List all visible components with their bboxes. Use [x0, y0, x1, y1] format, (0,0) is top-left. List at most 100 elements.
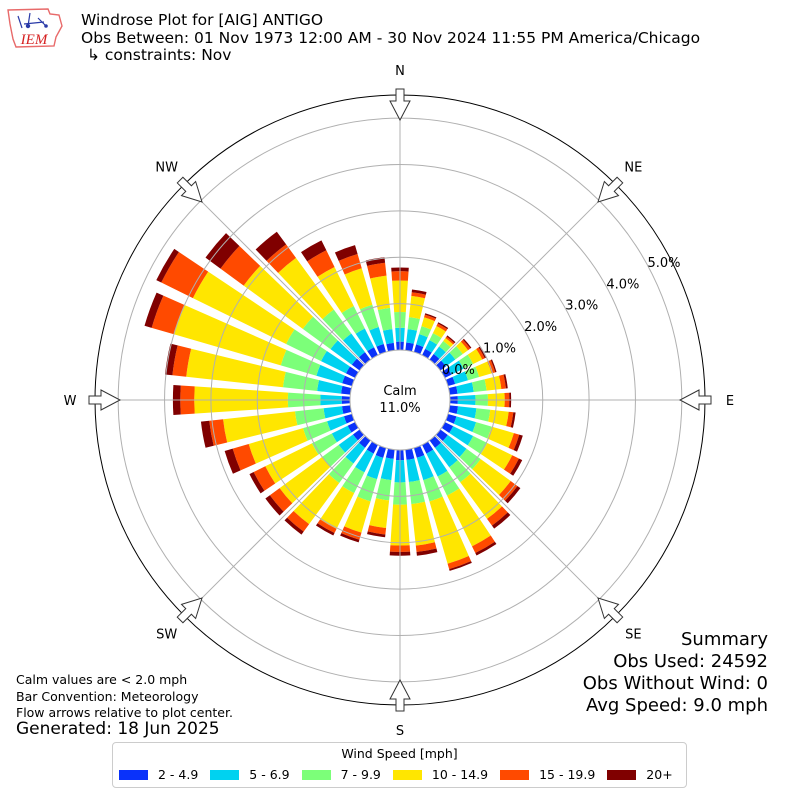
bar-segment — [436, 323, 448, 332]
bar-segment — [344, 496, 371, 533]
chart-title: Windrose Plot for [AIG] ANTIGO — [81, 11, 324, 29]
bar-segment — [249, 472, 265, 494]
bar-segment — [510, 412, 516, 428]
calm-label: Calm — [383, 384, 416, 399]
bar-segment — [382, 329, 394, 345]
bar-segment — [405, 342, 414, 352]
direction-label: W — [64, 394, 77, 409]
bar-segment — [456, 406, 477, 419]
grid-ring — [349, 349, 451, 451]
legend-item: 15 - 19.9 — [500, 767, 595, 782]
summary-obs-used: Obs Used: 24592 — [613, 651, 768, 672]
grid-spoke — [435, 183, 617, 365]
bar-segment — [426, 449, 448, 477]
bar-segment — [491, 512, 511, 529]
bar-segment — [447, 556, 472, 570]
bar-segment — [413, 445, 425, 458]
bar-segment — [436, 429, 448, 442]
bar-segment — [377, 307, 393, 331]
legend-item: 5 - 6.9 — [210, 767, 290, 782]
bar-segment — [446, 335, 456, 344]
bar-segment — [341, 385, 352, 395]
bar-segment — [265, 495, 284, 516]
grid-spoke — [183, 435, 365, 617]
bar-segment — [315, 523, 335, 536]
bar-segment — [406, 458, 420, 482]
bar-segment — [448, 386, 458, 395]
bar-segment — [293, 474, 340, 525]
bar-segment — [424, 314, 436, 322]
bar-segment — [475, 541, 497, 556]
bar-segment — [474, 408, 491, 422]
bar-segment — [380, 457, 394, 481]
bar-segment — [448, 405, 458, 414]
bar-segment — [447, 360, 464, 375]
bar-segment — [409, 295, 425, 320]
direction-label: SW — [156, 627, 177, 642]
arrow-icon — [176, 597, 203, 624]
bar-segment — [341, 306, 365, 334]
bar-segment — [317, 380, 343, 394]
bar-segment — [452, 371, 469, 384]
legend-label: 20+ — [646, 767, 673, 782]
arrow-icon — [597, 597, 624, 624]
bar-segment — [156, 248, 179, 283]
direction-label: E — [726, 394, 734, 409]
bar-segment — [367, 525, 387, 535]
bar-segment — [467, 348, 483, 365]
bar-segment — [243, 265, 314, 329]
bar-segment — [340, 533, 360, 543]
generated-date: Generated: 18 Jun 2025 — [16, 719, 220, 739]
bar-segment — [445, 336, 455, 345]
bar-segment — [323, 406, 344, 419]
bar-segment — [330, 340, 357, 365]
bar-segment — [472, 422, 492, 439]
bar-segment — [386, 342, 395, 352]
bar-segment — [302, 316, 338, 350]
bar-segment — [328, 456, 354, 483]
bar-segment — [437, 322, 449, 330]
summary-title: Summary — [681, 629, 768, 650]
summary-obs-without-wind: Obs Without Wind: 0 — [582, 673, 768, 694]
bar-segment — [232, 443, 256, 471]
legend-label: 2 - 4.9 — [158, 767, 199, 782]
bar-segment — [490, 359, 497, 373]
bar-segment — [407, 317, 420, 331]
flow-note: Flow arrows relative to plot center. — [16, 705, 233, 720]
bar-segment — [472, 459, 511, 495]
bar-segment — [151, 295, 185, 335]
bar-segment — [456, 341, 469, 355]
bar-segment — [192, 271, 295, 344]
legend-swatch — [500, 769, 530, 780]
bar-segment — [342, 375, 355, 387]
bar-segment — [499, 481, 518, 501]
bar-segment — [456, 382, 474, 394]
legend-swatch — [301, 769, 331, 780]
radial-tick-label: 5.0% — [647, 256, 680, 271]
radial-tick-label: 1.0% — [483, 342, 516, 357]
bar-segment — [475, 361, 492, 377]
bar-segment — [376, 343, 387, 355]
bar-segment — [317, 519, 337, 534]
bar-segment — [422, 441, 434, 454]
bar-segment — [480, 442, 513, 470]
bar-segment — [165, 343, 178, 376]
bar-segment — [269, 488, 293, 512]
bar-segment — [441, 422, 454, 433]
bar-segment — [484, 375, 502, 391]
bar-segment — [355, 328, 375, 352]
bar-segment — [435, 442, 458, 468]
bar-convention-note: Bar Convention: Meteorology — [16, 689, 199, 704]
legend-item: 10 - 14.9 — [392, 767, 488, 782]
bar-segment — [472, 535, 495, 554]
bar-segment — [301, 240, 327, 262]
bar-segment — [429, 436, 442, 448]
chart-constraints: ↳ constraints: Nov — [87, 46, 232, 64]
legend-item: 20+ — [607, 767, 673, 782]
bar-segment — [442, 435, 467, 458]
bar-segment — [445, 376, 456, 387]
bar-segment — [369, 327, 384, 347]
bar-segment — [478, 346, 487, 359]
bar-segment — [316, 364, 345, 384]
